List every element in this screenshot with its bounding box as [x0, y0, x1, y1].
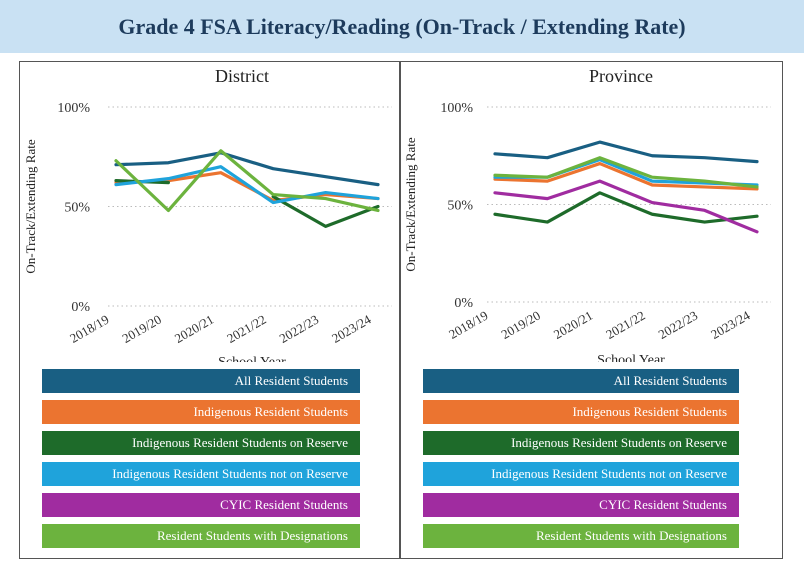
- province-y-tick-label: 100%: [440, 101, 473, 116]
- district-y-axis-label: On-Track/Extending Rate: [23, 139, 38, 273]
- district-legend-label: Resident Students with Designations: [156, 528, 348, 543]
- district-x-tick-label: 2019/20: [119, 312, 163, 346]
- district-chart: District 0% 50% 100% On-Track/Extending Rate…: [23, 66, 392, 362]
- province-legend-all-resident-students: All Resident Students: [423, 369, 739, 393]
- province-series-cyic-resident-students: [493, 179, 759, 234]
- province-legend-label: Indigenous Resident Students not on Rese…: [491, 466, 727, 481]
- district-legend-label: Indigenous Resident Students: [193, 404, 348, 419]
- district-x-tick-label: 2022/23: [277, 312, 321, 346]
- district-legend-label: Indigenous Resident Students on Reserve: [132, 435, 348, 450]
- province-series-indigenous-resident-students: [493, 161, 759, 191]
- district-legend-all-resident-students: All Resident Students: [42, 369, 360, 393]
- title-banner: Grade 4 FSA Literacy/Reading (On-Track /…: [0, 0, 804, 53]
- district-x-tick-label: 2023/24: [329, 311, 374, 346]
- province-x-tick-label: 2020/21: [551, 308, 595, 342]
- province-legend-label: Indigenous Resident Students: [572, 404, 727, 419]
- province-legend-label: CYIC Resident Students: [599, 497, 727, 512]
- province-chart-title: Province: [589, 66, 653, 86]
- district-series-indigenous-resident-students-not-on-reserve: [114, 165, 380, 205]
- province-legend-indigenous-resident-students-on-reserve: Indigenous Resident Students on Reserve: [423, 431, 739, 455]
- province-legend-indigenous-resident-students-not-on-reserve: Indigenous Resident Students not on Rese…: [423, 462, 739, 486]
- province-legend-cyic-resident-students: CYIC Resident Students: [423, 493, 739, 517]
- district-y-tick-label: 50%: [64, 201, 90, 216]
- district-legend-indigenous-resident-students-not-on-reserve: Indigenous Resident Students not on Rese…: [42, 462, 360, 486]
- province-series-resident-students-with-designations: [493, 156, 759, 189]
- district-legend-label: All Resident Students: [234, 373, 348, 388]
- district-legend-cyic-resident-students: CYIC Resident Students: [42, 493, 360, 517]
- province-series-all-resident-students: [493, 140, 759, 164]
- page-title: Grade 4 FSA Literacy/Reading (On-Track /…: [118, 13, 686, 39]
- district-x-tick-label: 2021/22: [224, 312, 268, 346]
- province-x-tick-label: 2023/24: [708, 307, 753, 342]
- district-panel: District 0% 50% 100% On-Track/Extending Rate…: [19, 61, 400, 559]
- district-legend-label: CYIC Resident Students: [220, 497, 348, 512]
- district-chart-title: District: [215, 66, 269, 86]
- province-legend-label: All Resident Students: [613, 373, 727, 388]
- district-x-tick-label: 2018/19: [67, 312, 111, 346]
- province-legend-indigenous-resident-students: Indigenous Resident Students: [423, 400, 739, 424]
- district-y-tick-label: 0%: [71, 300, 90, 315]
- district-y-tick-label: 100%: [57, 101, 90, 116]
- province-x-tick-label: 2021/22: [603, 308, 647, 342]
- province-x-tick-label: 2019/20: [498, 308, 542, 342]
- province-panel: Province 0% 50% 100% On-Track/Extending Rate…: [400, 61, 783, 559]
- district-x-tick-label: 2020/21: [172, 312, 216, 346]
- province-legend-label: Indigenous Resident Students on Reserve: [511, 435, 727, 450]
- district-legend-label: Indigenous Resident Students not on Rese…: [112, 466, 348, 481]
- district-x-axis-label: School Year: [218, 355, 286, 362]
- province-x-tick-label: 2018/19: [446, 308, 490, 342]
- province-y-tick-label: 0%: [454, 296, 473, 311]
- province-x-axis-label: School Year: [597, 353, 665, 362]
- district-legend-resident-students-with-designations: Resident Students with Designations: [42, 524, 360, 548]
- province-x-tick-label: 2022/23: [656, 308, 700, 342]
- province-y-axis-label: On-Track/Extending Rate: [403, 137, 418, 271]
- province-legend-label: Resident Students with Designations: [535, 528, 727, 543]
- province-chart: Province 0% 50% 100% On-Track/Extending Rate…: [403, 66, 771, 362]
- district-series-resident-students-with-designations: [114, 149, 380, 213]
- district-series-indigenous-resident-students-on-reserve: [271, 194, 380, 228]
- district-legend-indigenous-resident-students-on-reserve: Indigenous Resident Students on Reserve: [42, 431, 360, 455]
- district-legend-indigenous-resident-students: Indigenous Resident Students: [42, 400, 360, 424]
- province-y-tick-label: 50%: [447, 199, 473, 214]
- district-series-all-resident-students: [114, 151, 380, 187]
- province-series-indigenous-resident-students-on-reserve: [493, 191, 759, 224]
- province-legend-resident-students-with-designations: Resident Students with Designations: [423, 524, 739, 548]
